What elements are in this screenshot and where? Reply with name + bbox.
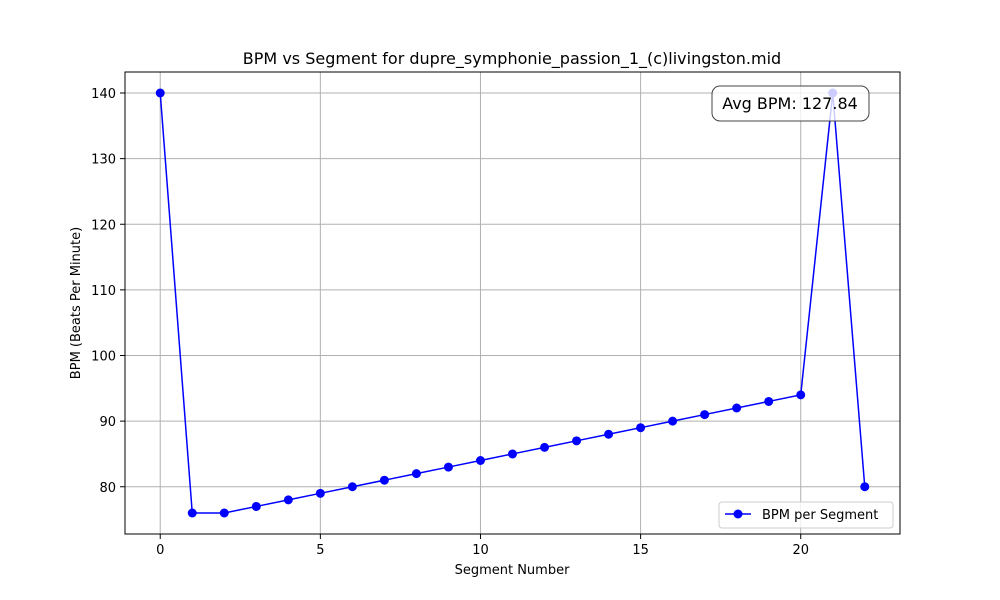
- data-point: [668, 416, 678, 426]
- x-tick-label: 20: [792, 543, 809, 558]
- data-point: [796, 390, 806, 400]
- data-point: [700, 410, 710, 420]
- y-tick-label: 120: [91, 218, 116, 233]
- legend-label: BPM per Segment: [762, 508, 878, 523]
- data-point: [475, 456, 485, 465]
- grid-lines: [125, 72, 900, 534]
- x-axis-label: Segment Number: [455, 563, 571, 578]
- plot-frame: [124, 71, 901, 535]
- data-point: [636, 423, 646, 433]
- y-tick-label: 130: [91, 153, 116, 168]
- data-point: [411, 469, 421, 479]
- data-point: [860, 482, 870, 492]
- x-tick-label: 5: [316, 543, 324, 558]
- avg-bpm-annotation: Avg BPM: 127.84: [711, 85, 870, 122]
- x-tick-label: 15: [632, 543, 649, 558]
- data-point: [764, 396, 774, 406]
- y-axis-label: BPM (Beats Per Minute): [69, 227, 84, 379]
- x-tick-label: 10: [472, 543, 489, 558]
- data-point: [347, 482, 357, 492]
- data-point: [219, 508, 229, 518]
- y-tick-label: 80: [99, 481, 116, 496]
- data-point: [379, 475, 389, 485]
- y-tick-label: 100: [91, 350, 116, 365]
- data-point: [155, 88, 165, 98]
- legend: BPM per Segment: [718, 501, 894, 529]
- legend-box: [718, 501, 894, 529]
- data-point: [283, 495, 293, 505]
- data-point: [443, 462, 453, 472]
- data-point: [732, 403, 742, 413]
- legend-marker-swatch: [733, 509, 743, 519]
- axis-ticks: 0 5 10 15 20 80 90 100 110 120 130 140: [91, 87, 809, 558]
- data-point: [508, 449, 517, 459]
- annotation-text: Avg BPM: 127.84: [722, 94, 858, 113]
- annotation-box: [711, 85, 870, 122]
- y-tick-label: 110: [91, 284, 116, 299]
- data-point: [315, 488, 325, 498]
- data-point: [251, 501, 261, 511]
- x-tick-label: 0: [156, 543, 164, 558]
- data-point: [540, 442, 550, 452]
- data-point: [604, 429, 614, 439]
- chart-title: BPM vs Segment for dupre_symphonie_passi…: [243, 49, 781, 69]
- series-layer: [155, 88, 870, 518]
- data-point: [572, 436, 582, 446]
- y-tick-label: 90: [99, 415, 116, 430]
- y-tick-label: 140: [91, 87, 116, 102]
- data-point: [187, 508, 197, 518]
